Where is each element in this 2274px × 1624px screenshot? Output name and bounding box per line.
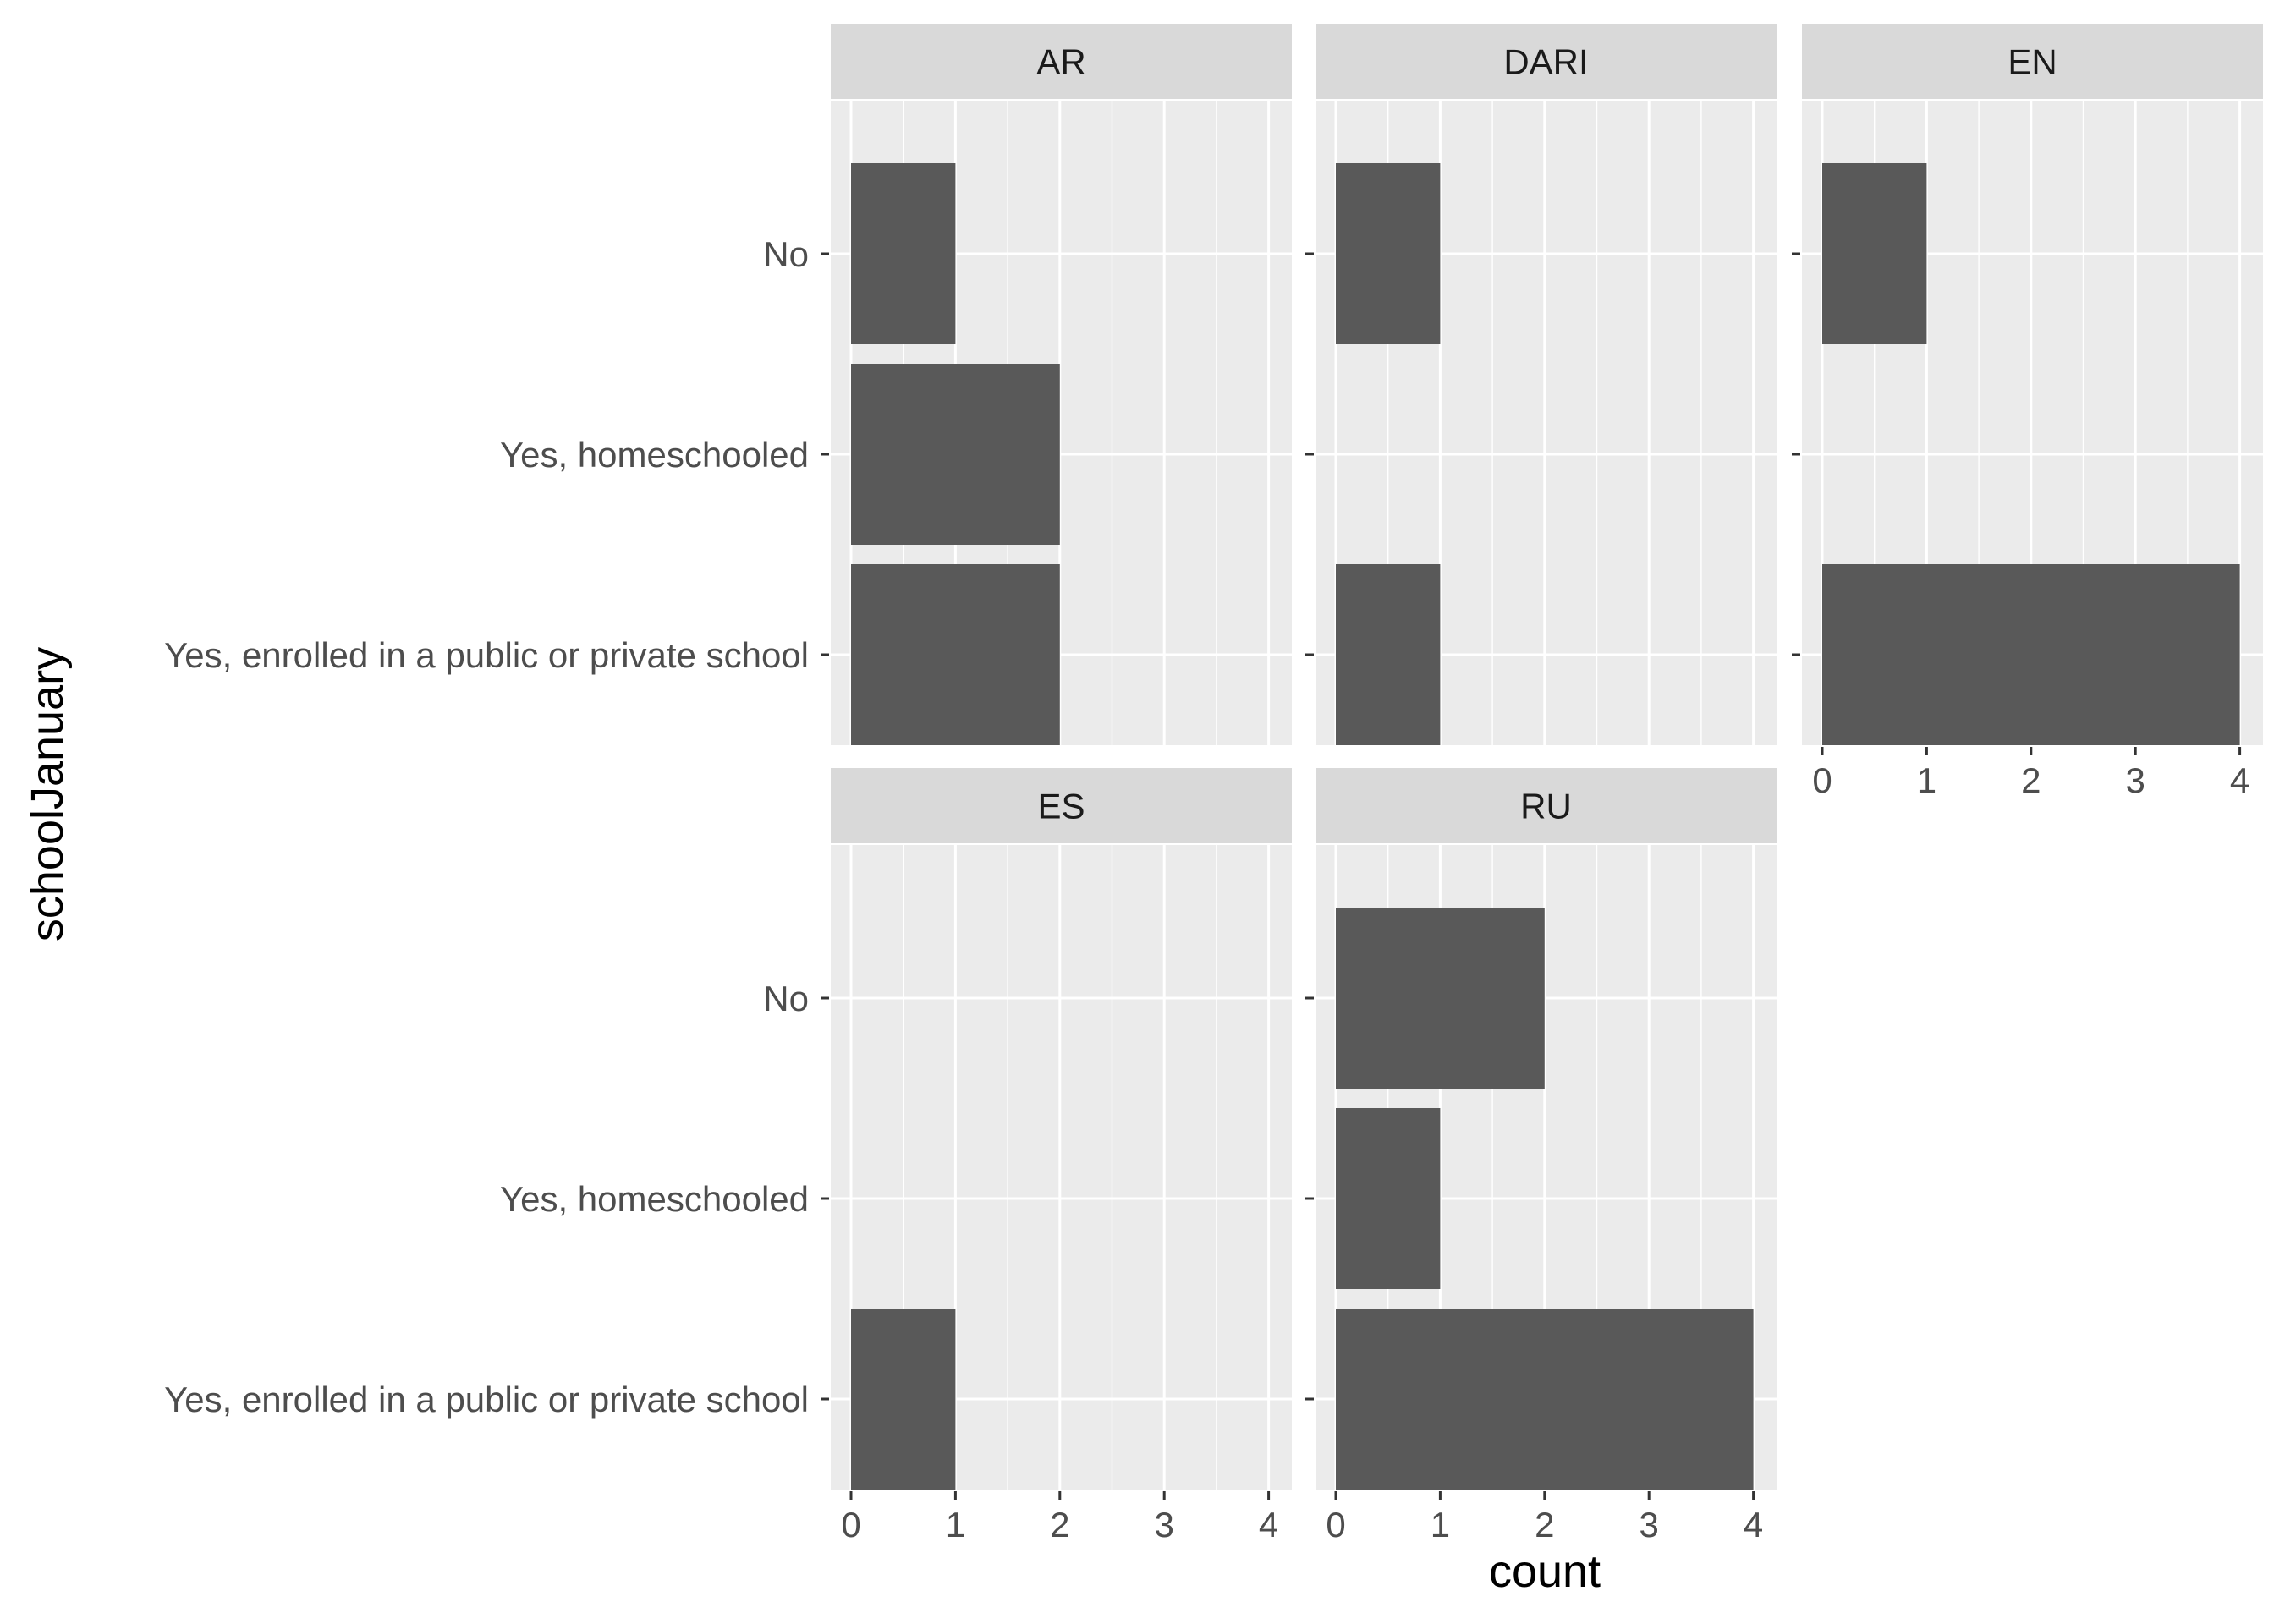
strip-label: ES xyxy=(1037,787,1085,826)
strip-label: DARI xyxy=(1503,42,1588,82)
bar-dari-2 xyxy=(1336,564,1441,745)
x-tick-label: 1 xyxy=(1917,760,1936,800)
x-tick-label: 0 xyxy=(1326,1505,1345,1544)
strip-ru xyxy=(1316,768,1777,843)
x-axes: 0 1 2 3 4 0 1 2 3 4 0 1 2 3 4 xyxy=(841,747,2249,1544)
strip-label: RU xyxy=(1520,787,1572,826)
x-tick-label: 0 xyxy=(1812,760,1832,800)
y-axes: No Yes, homeschooled Yes, enrolled in a pu… xyxy=(164,234,1800,1419)
bar-ru-0 xyxy=(1336,908,1545,1089)
x-tick-label: 3 xyxy=(1155,1505,1174,1544)
x-tick-label: 1 xyxy=(1431,1505,1450,1544)
x-tick-label: 4 xyxy=(2230,760,2249,800)
y-tick-label: Yes, enrolled in a public or private sch… xyxy=(164,635,809,675)
bar-ru-1 xyxy=(1336,1108,1441,1289)
bar-ar-1 xyxy=(851,364,1060,545)
strip-es xyxy=(831,768,1292,843)
x-tick-label: 4 xyxy=(1259,1505,1278,1544)
panel-dari: DARI xyxy=(1316,24,1777,745)
bar-ar-0 xyxy=(851,163,956,344)
bar-en-0 xyxy=(1822,163,1927,344)
facet-panels: AR DARI EN ES RU xyxy=(831,24,2263,1490)
x-tick-label: 2 xyxy=(1050,1505,1069,1544)
x-tick-label: 3 xyxy=(2126,760,2145,800)
bar-ar-2 xyxy=(851,564,1060,745)
y-tick-label: Yes, enrolled in a public or private sch… xyxy=(164,1380,809,1419)
x-tick-label: 2 xyxy=(2021,760,2041,800)
strip-label: AR xyxy=(1036,42,1085,82)
x-tick-label: 1 xyxy=(946,1505,965,1544)
panel-es: ES xyxy=(831,768,1292,1490)
y-tick-label: No xyxy=(763,979,809,1018)
strip-label: EN xyxy=(2008,42,2057,82)
bar-en-2 xyxy=(1822,564,2240,745)
x-axis-title: count xyxy=(1489,1546,1601,1597)
y-axis-title: schoolJanuary xyxy=(22,647,73,941)
bar-dari-0 xyxy=(1336,163,1441,344)
y-tick-label: Yes, homeschooled xyxy=(500,435,809,475)
x-tick-label: 2 xyxy=(1535,1505,1554,1544)
bar-es-2 xyxy=(851,1309,956,1490)
x-tick-label: 3 xyxy=(1640,1505,1659,1544)
y-tick-label: Yes, homeschooled xyxy=(500,1179,809,1219)
x-tick-label: 4 xyxy=(1744,1505,1763,1544)
strip-ar xyxy=(831,24,1292,99)
x-tick-label: 0 xyxy=(841,1505,860,1544)
panel-ar: AR xyxy=(831,24,1292,745)
bar-ru-2 xyxy=(1336,1309,1754,1490)
panel-ru: RU xyxy=(1316,768,1777,1490)
panel-en: EN xyxy=(1802,24,2263,745)
y-tick-label: No xyxy=(763,234,809,274)
strip-dari xyxy=(1316,24,1777,99)
strip-en xyxy=(1802,24,2263,99)
